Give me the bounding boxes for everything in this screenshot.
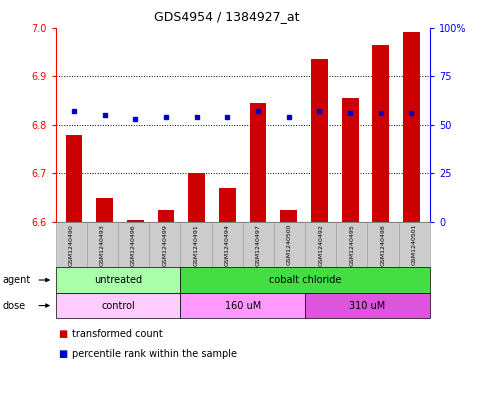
Text: dose: dose [2, 301, 26, 310]
Bar [372, 44, 389, 222]
Text: GSM1240494: GSM1240494 [225, 224, 229, 266]
Text: ■: ■ [58, 329, 67, 339]
Bar [311, 59, 328, 222]
Bar [188, 173, 205, 222]
Text: GSM1240493: GSM1240493 [100, 224, 105, 266]
Text: GSM1240501: GSM1240501 [412, 224, 417, 265]
Bar [280, 210, 297, 222]
Text: GDS4954 / 1384927_at: GDS4954 / 1384927_at [154, 10, 300, 23]
Bar [219, 188, 236, 222]
Text: GSM1240500: GSM1240500 [287, 224, 292, 265]
Text: agent: agent [2, 275, 30, 285]
Bar [127, 220, 144, 222]
Text: GSM1240491: GSM1240491 [193, 224, 199, 266]
Text: GSM1240490: GSM1240490 [69, 224, 73, 266]
Text: ■: ■ [58, 349, 67, 359]
Text: transformed count: transformed count [72, 329, 163, 339]
Bar [250, 103, 267, 222]
Text: 310 uM: 310 uM [349, 301, 385, 310]
Bar [403, 32, 420, 222]
Text: GSM1240492: GSM1240492 [318, 224, 323, 266]
Text: control: control [101, 301, 135, 310]
Bar [157, 210, 174, 222]
Text: cobalt chloride: cobalt chloride [269, 275, 341, 285]
Bar [341, 98, 358, 222]
Text: GSM1240498: GSM1240498 [381, 224, 385, 266]
Text: percentile rank within the sample: percentile rank within the sample [72, 349, 238, 359]
Bar [66, 134, 83, 222]
Text: 160 uM: 160 uM [225, 301, 261, 310]
Bar [96, 198, 113, 222]
Text: GSM1240495: GSM1240495 [349, 224, 355, 266]
Text: GSM1240497: GSM1240497 [256, 224, 261, 266]
Text: GSM1240496: GSM1240496 [131, 224, 136, 266]
Text: GSM1240499: GSM1240499 [162, 224, 167, 266]
Text: untreated: untreated [94, 275, 142, 285]
